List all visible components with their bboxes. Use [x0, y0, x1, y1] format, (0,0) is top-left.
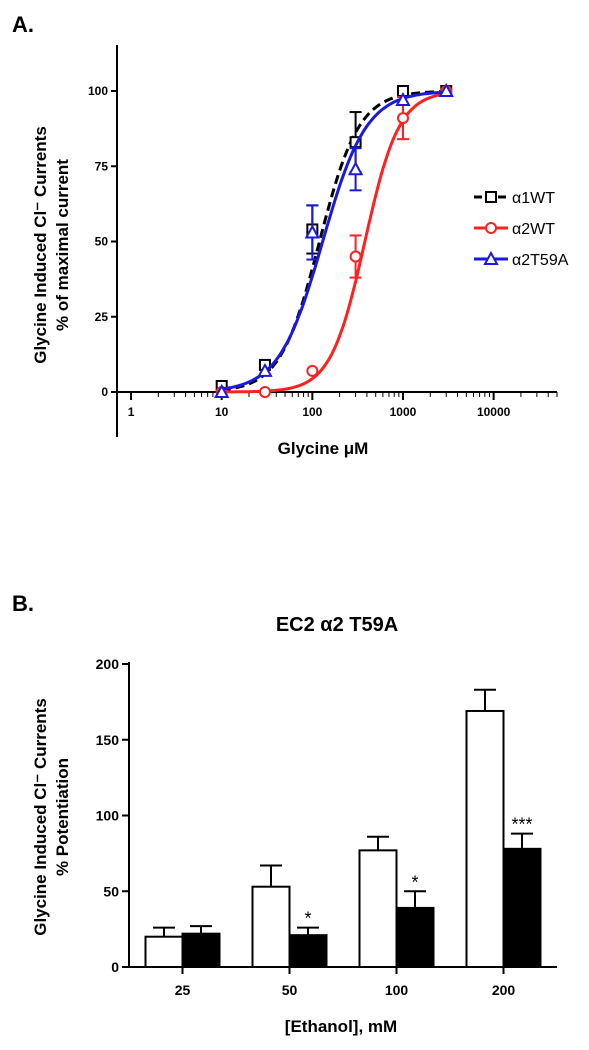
- panel-b-ylabel-line2: % Potentiation: [53, 758, 72, 876]
- panel-a-x-tick-label: 10: [215, 405, 229, 419]
- series-2-point: [304, 224, 321, 239]
- panel-b-y-tick-label: 200: [96, 656, 120, 672]
- bar-series-1-bar: [395, 906, 435, 968]
- panel-b-title: EC2 α2 T59A: [276, 614, 398, 636]
- series-2-point: [395, 91, 411, 107]
- panel-a-xlabel: Glycine μM: [278, 439, 369, 458]
- legend-2-label: α2T59A: [512, 252, 569, 269]
- panel-a-y-tick-label: 0: [101, 385, 108, 399]
- panel-b-x-tick-label: 200: [492, 982, 516, 998]
- series-1-point: [396, 112, 409, 125]
- panel-a-y-tick-label: 50: [95, 235, 109, 249]
- legend-1-label: α2WT: [512, 221, 555, 238]
- panel-b-ylabel-line1: Glycine Induced Cl⁻ Currents: [31, 698, 50, 936]
- significance-label: ***: [511, 815, 532, 835]
- legend-2-marker: [483, 250, 499, 265]
- panel-b-x-tick-label: 50: [282, 982, 298, 998]
- series-1-point: [258, 386, 271, 398]
- panel-a-y-tick-label: 100: [88, 84, 108, 98]
- panel-b-plot: 0 50 100 150 200 25 50 * 100 * 200 ***: [96, 656, 557, 998]
- panel-a-x-tick-label: 1: [128, 405, 135, 419]
- panel-a-x-tick-label: 100: [302, 405, 322, 419]
- panel-a-y-tick-label: 25: [95, 310, 109, 324]
- panel-a-ylabel-line2: % of maximal current: [53, 159, 72, 331]
- series-1-fit-curve: [221, 92, 445, 394]
- series-1-point: [306, 364, 319, 377]
- panel-b-y-tick-label: 50: [103, 883, 119, 899]
- panel-b-x-tick-label: 25: [175, 982, 191, 998]
- panel-a-plot: 0 25 50 75 100 1 10 100 1000 10000 α1WT α2WT α2T59A: [88, 45, 569, 437]
- panel-a-x-tick-label: 1000: [390, 405, 417, 419]
- panel-b-y-tick-label: 150: [96, 732, 120, 748]
- panel-a-x-tick-label: 10000: [477, 405, 511, 419]
- panel-a-label: A.: [12, 12, 34, 37]
- legend-0-marker: [485, 191, 497, 203]
- panel-b-y-tick-label: 100: [96, 808, 120, 824]
- bar-series-1-bar: [502, 847, 542, 969]
- legend-1-marker: [485, 222, 497, 234]
- bar-series-0-bar: [251, 885, 291, 969]
- bar-series-1-bar: [181, 932, 221, 968]
- series-2-fit-curve: [221, 90, 445, 391]
- panel-b-y-tick-label: 0: [111, 959, 119, 975]
- series-2-point: [438, 82, 454, 97]
- series-2-point: [347, 161, 364, 176]
- panel-b-label: B.: [12, 591, 34, 616]
- bar-series-1-bar: [288, 934, 328, 968]
- panel-b-ylabel: Glycine Induced Cl⁻ Currents % Potentiat…: [31, 698, 72, 936]
- series-1-point: [349, 250, 362, 263]
- series-0-fit-curve: [221, 90, 445, 392]
- legend-0-label: α1WT: [512, 190, 555, 207]
- panel-a-y-tick-label: 75: [95, 159, 109, 173]
- panel-b-xlabel: [Ethanol], mM: [285, 1017, 397, 1036]
- series-2-point: [214, 383, 230, 398]
- panel-a-ylabel: Glycine Induced Cl⁻ Currents % of maxima…: [31, 126, 72, 364]
- panel-a-ylabel-line1: Glycine Induced Cl⁻ Currents: [31, 126, 50, 364]
- panel-b-x-tick-label: 100: [385, 982, 409, 998]
- series-2-point: [257, 362, 273, 377]
- significance-label: *: [304, 909, 311, 929]
- bar-series-0-bar: [465, 709, 505, 969]
- bar-series-0-bar: [144, 935, 184, 969]
- bar-series-0-bar: [358, 849, 398, 968]
- significance-label: *: [411, 872, 418, 892]
